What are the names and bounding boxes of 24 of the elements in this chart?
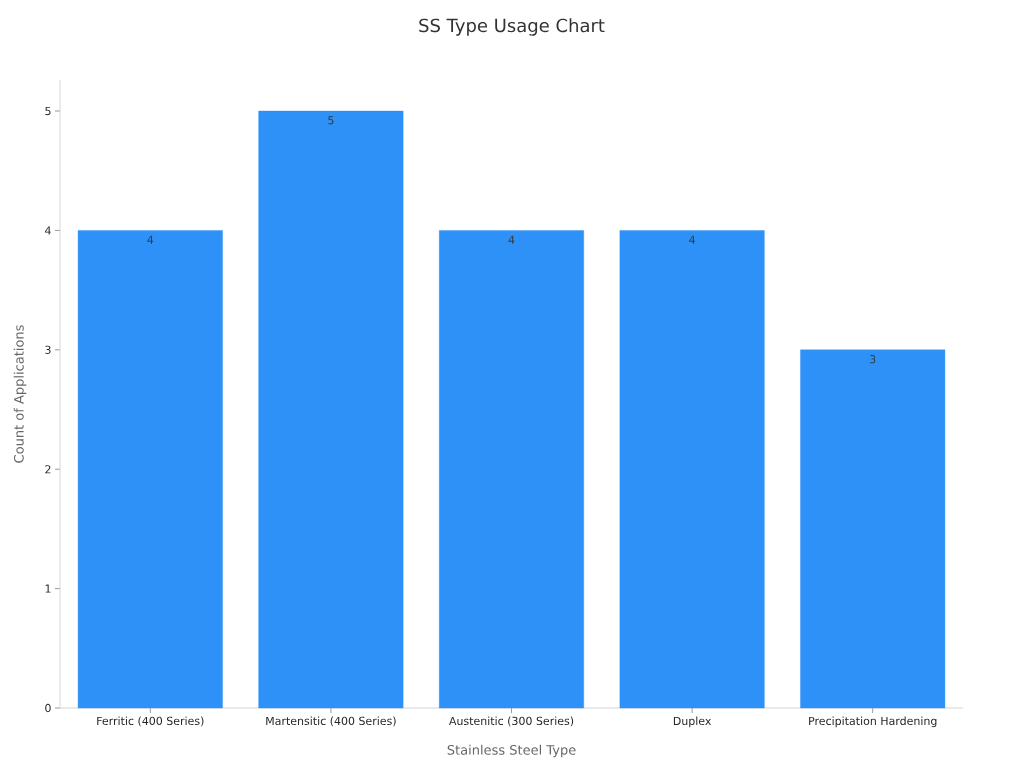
x-tick-label: Precipitation Hardening: [809, 716, 937, 728]
data-label: 4: [689, 235, 695, 244]
x-axis-title: Stainless Steel Type: [447, 744, 576, 758]
data-label: 4: [147, 235, 154, 244]
y-tick-label: 1: [45, 584, 51, 593]
x-tick-label: Martensitic (400 Series): [266, 716, 396, 727]
y-tick-label: 0: [45, 703, 51, 713]
bar: [77, 230, 223, 709]
data-label: 4: [508, 235, 515, 244]
x-tick-label: Ferritic (400 Series): [97, 716, 204, 727]
x-tick-label: Duplex: [673, 716, 712, 728]
chart-title: SS Type Usage Chart: [419, 18, 605, 36]
data-label: 5: [328, 116, 334, 125]
bar: [258, 110, 404, 709]
bar: [619, 230, 765, 709]
y-tick-label: 3: [45, 345, 51, 354]
x-tick-label: Austenitic (300 Series): [449, 716, 574, 727]
bar: [800, 349, 946, 709]
y-axis-title: Count of Applications: [13, 325, 27, 463]
y-tick-label: 4: [45, 226, 51, 235]
y-tick-label: 5: [45, 106, 51, 116]
y-tick-label: 2: [45, 465, 51, 474]
bar: [439, 230, 584, 709]
data-label: 3: [870, 355, 876, 364]
